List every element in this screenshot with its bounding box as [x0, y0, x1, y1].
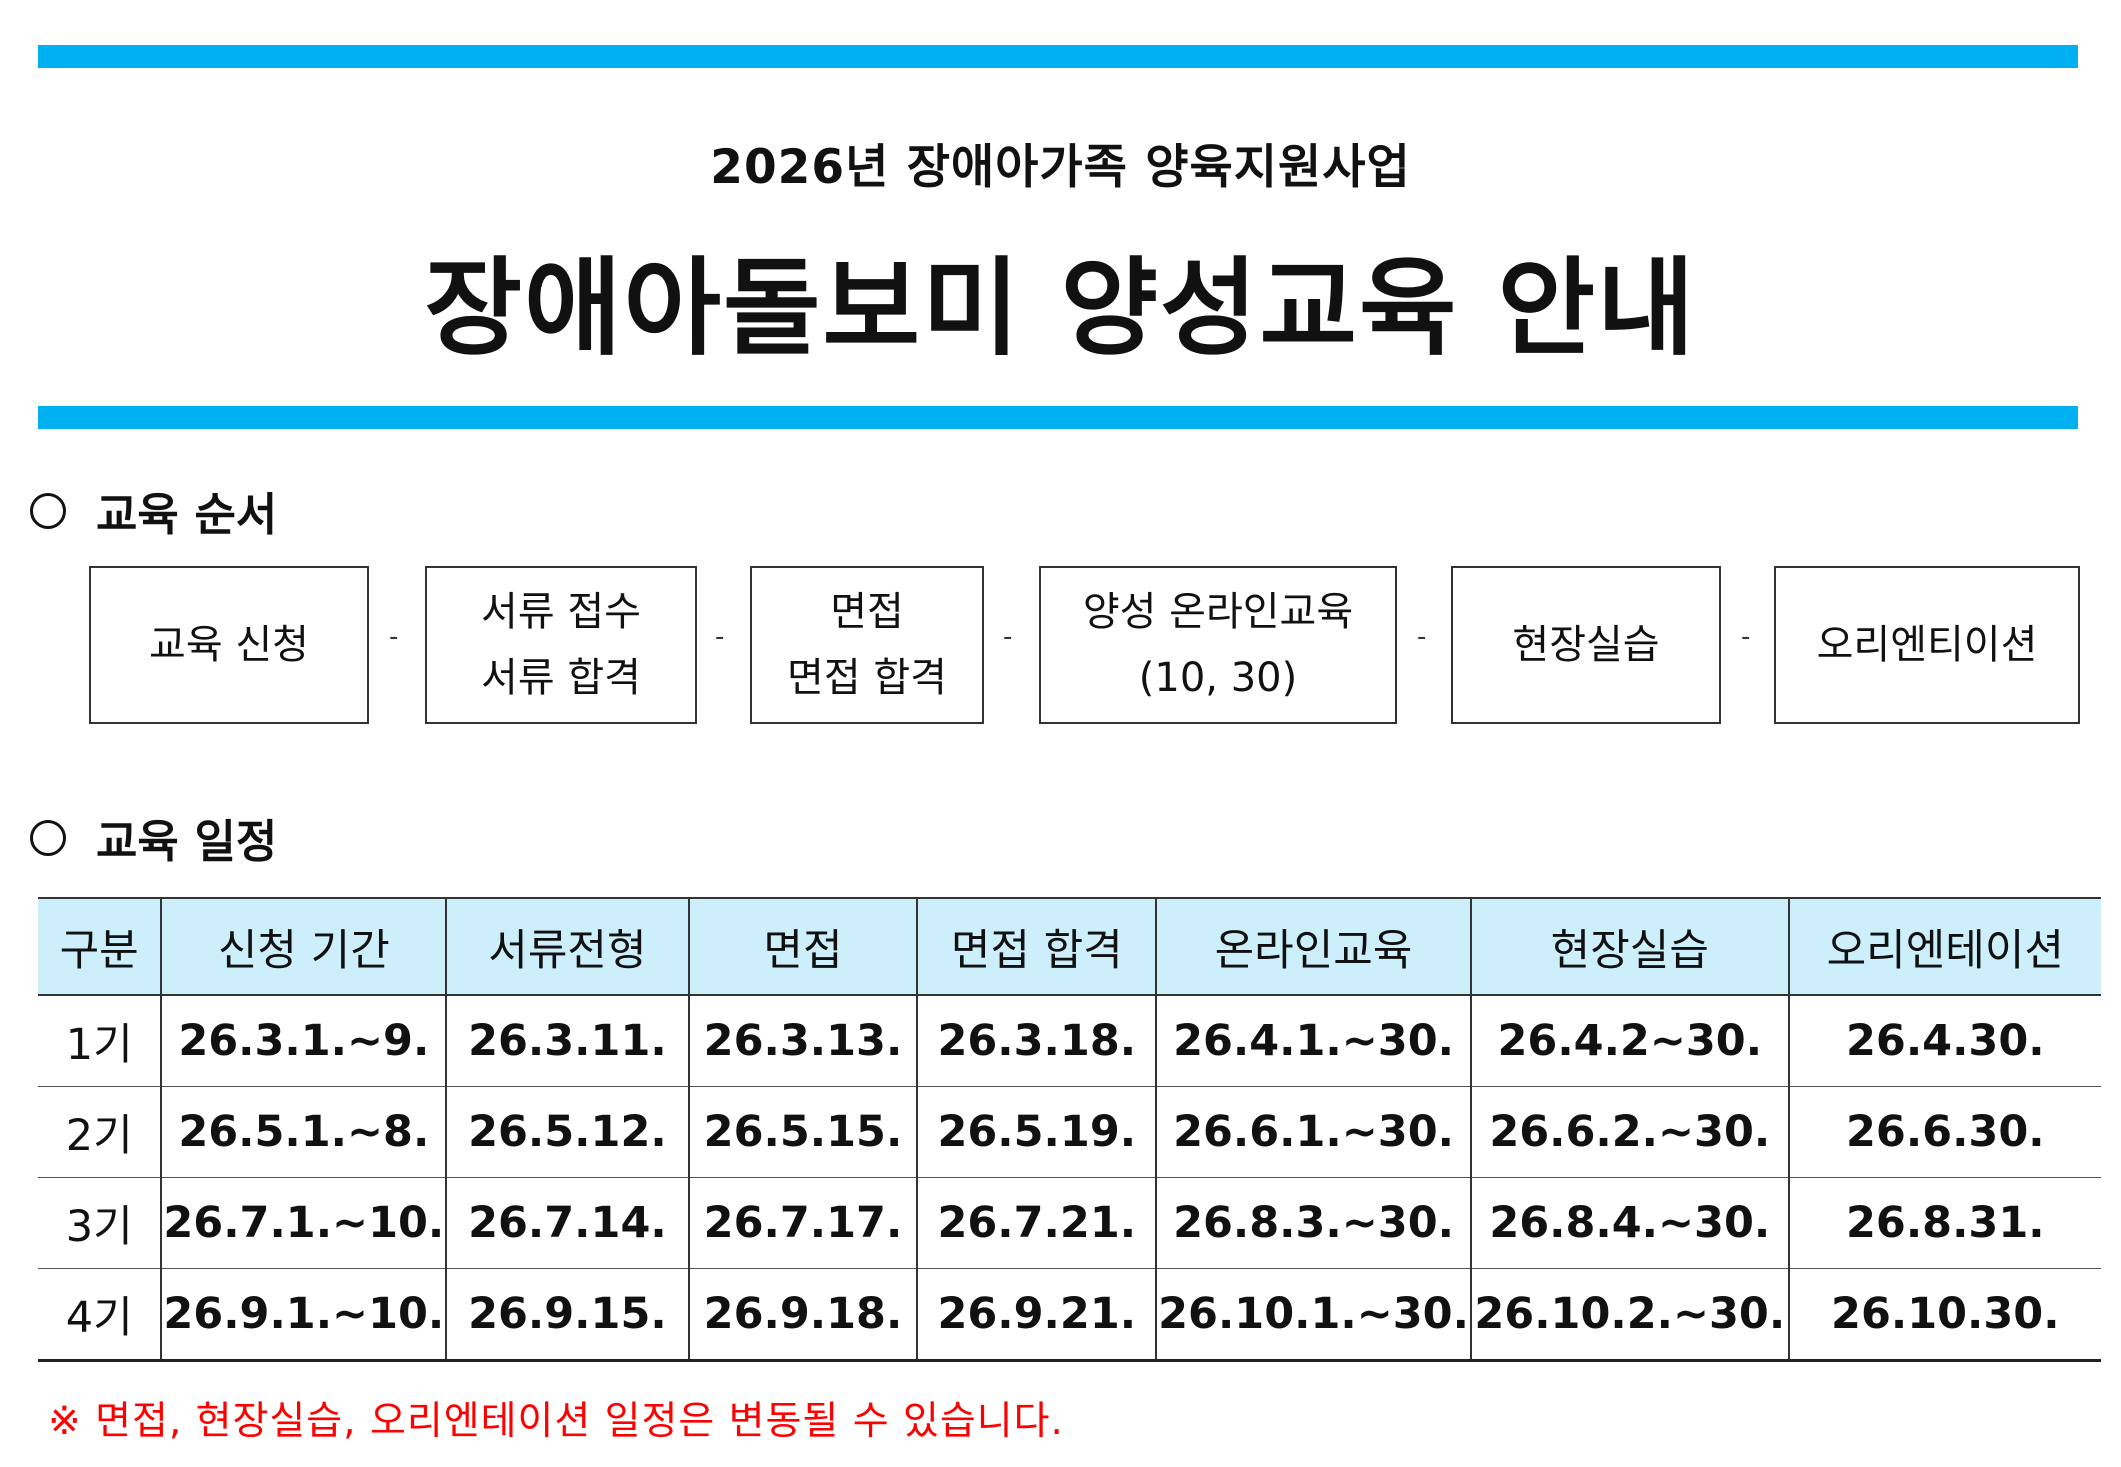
flow-separator: - [389, 622, 399, 652]
table-cell: 26.8.3.~30. [1155, 1177, 1471, 1269]
page-title: 장애아돌보미 양성교육 안내 [424, 247, 1697, 370]
flow-step-interview: 면접 면접 합격 [750, 566, 984, 724]
section-heading-schedule: 교육 일정 [30, 805, 277, 870]
table-cell: 26.3.1.~9. [160, 995, 447, 1087]
table-cell: 26.4.1.~30. [1155, 995, 1471, 1087]
table-cell: 26.5.1.~8. [160, 1086, 447, 1178]
flow-separator: - [1741, 622, 1751, 652]
flow-step-line: 면접 [830, 589, 904, 635]
table-cell: 26.9.1.~10. [160, 1268, 447, 1362]
circle-icon [30, 819, 66, 856]
table-cell: 26.3.13. [687, 995, 918, 1087]
table-row: 1기 26.3.1.~9. 26.3.11. 26.3.13. 26.3.18.… [38, 995, 2101, 1087]
bottom-accent-bar [38, 406, 2078, 429]
table-row: 3기 26.7.1.~10. 26.7.14. 26.7.17. 26.7.21… [38, 1177, 2101, 1269]
table-cell: 26.3.18. [916, 995, 1157, 1087]
process-flow: 교육 신청 - 서류 접수 서류 합격 - 면접 면접 합격 - 양성 온라인교… [89, 566, 2080, 724]
column-header: 면접 [687, 897, 918, 996]
table-cell: 26.9.18. [687, 1268, 918, 1362]
flow-step-line: 양성 온라인교육 [1082, 589, 1354, 635]
flow-separator: - [1417, 622, 1427, 652]
flow-step-online-education: 양성 온라인교육 (10, 30) [1039, 566, 1397, 724]
table-cell: 26.6.1.~30. [1155, 1086, 1471, 1178]
section-heading-label: 교육 일정 [96, 815, 278, 868]
table-row: 4기 26.9.1.~10. 26.9.15. 26.9.18. 26.9.21… [38, 1268, 2101, 1362]
table-cell: 26.10.30. [1787, 1268, 2101, 1362]
table-cell: 26.8.31. [1787, 1177, 2101, 1269]
flow-step-line: (10, 30) [1138, 655, 1298, 701]
table-cell: 26.7.21. [916, 1177, 1157, 1269]
flow-step-practicum: 현장실습 [1451, 566, 1721, 724]
column-header: 신청 기간 [160, 897, 447, 996]
flow-step-line: 오리엔티이션 [1816, 622, 2038, 668]
flow-step-documents: 서류 접수 서류 합격 [425, 566, 697, 724]
table-cell: 26.8.4.~30. [1469, 1177, 1789, 1269]
table-cell: 26.4.30. [1787, 995, 2101, 1087]
flow-step-line: 서류 접수 [481, 589, 641, 635]
column-header: 현장실습 [1469, 897, 1789, 996]
page-subtitle: 2026년 장애아가족 양육지원사업 [710, 140, 1411, 195]
table-cell: 26.6.30. [1787, 1086, 2101, 1178]
table-cell: 2기 [38, 1086, 162, 1178]
table-cell: 26.9.15. [445, 1268, 689, 1362]
column-header: 서류전형 [445, 897, 689, 996]
flow-step-line: 면접 합격 [787, 655, 947, 701]
column-header: 온라인교육 [1155, 897, 1471, 996]
table-cell: 26.5.19. [916, 1086, 1157, 1178]
flow-step-line: 교육 신청 [149, 622, 309, 668]
section-heading-order: 교육 순서 [30, 478, 277, 543]
table-cell: 26.7.14. [445, 1177, 689, 1269]
schedule-table: 구분 신청 기간 서류전형 면접 면접 합격 온라인교육 현장실습 오리엔테이션… [38, 897, 2101, 1362]
table-header-row: 구분 신청 기간 서류전형 면접 면접 합격 온라인교육 현장실습 오리엔테이션 [38, 897, 2101, 996]
table-cell: 26.4.2~30. [1469, 995, 1789, 1087]
table-cell: 1기 [38, 995, 162, 1087]
table-cell: 26.6.2.~30. [1469, 1086, 1789, 1178]
flow-separator: - [1003, 622, 1013, 652]
column-header: 오리엔테이션 [1787, 897, 2101, 996]
table-cell: 26.5.15. [687, 1086, 918, 1178]
table-cell: 26.7.1.~10. [160, 1177, 447, 1269]
table-cell: 26.9.21. [916, 1268, 1157, 1362]
column-header: 면접 합격 [916, 897, 1157, 996]
table-cell: 26.3.11. [445, 995, 689, 1087]
table-cell: 26.5.12. [445, 1086, 689, 1178]
flow-step-orientation: 오리엔티이션 [1774, 566, 2080, 724]
table-cell: 26.7.17. [687, 1177, 918, 1269]
table-cell: 4기 [38, 1268, 162, 1362]
table-cell: 26.10.1.~30. [1155, 1268, 1471, 1362]
circle-icon [30, 492, 66, 529]
flow-separator: - [715, 622, 725, 652]
section-heading-label: 교육 순서 [96, 488, 278, 541]
flow-step-line: 서류 합격 [481, 655, 641, 701]
flow-step-line: 현장실습 [1512, 622, 1660, 668]
table-cell: 3기 [38, 1177, 162, 1269]
flow-step-apply: 교육 신청 [89, 566, 369, 724]
column-header: 구분 [38, 897, 162, 996]
table-row: 2기 26.5.1.~8. 26.5.12. 26.5.15. 26.5.19.… [38, 1086, 2101, 1178]
table-cell: 26.10.2.~30. [1469, 1268, 1789, 1362]
top-accent-bar [38, 45, 2078, 68]
schedule-change-note: ※ 면접, 현장실습, 오리엔테이션 일정은 변동될 수 있습니다. [48, 1399, 1064, 1444]
